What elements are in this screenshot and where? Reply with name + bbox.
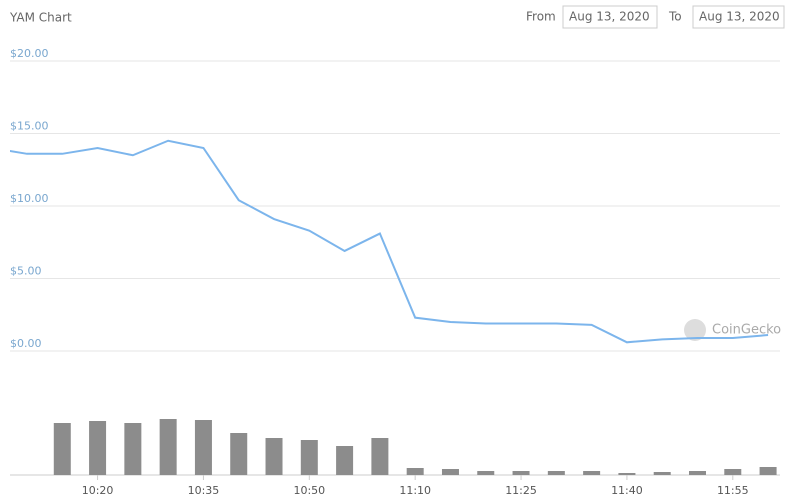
volume-bar: [89, 421, 107, 475]
x-tick-label: 10:20: [82, 484, 114, 497]
x-tick-label: 11:25: [505, 484, 537, 497]
y-tick-label: $5.00: [10, 265, 42, 278]
watermark-logo: [684, 319, 706, 341]
from-input[interactable]: [562, 5, 658, 29]
volume-bar: [336, 446, 354, 475]
price-line: [10, 139, 769, 344]
volume-bar: [689, 471, 706, 475]
y-tick-label: $15.00: [10, 120, 49, 133]
volume-bar: [194, 420, 212, 475]
x-tick-label: 11:55: [717, 484, 749, 497]
volume-bar: [583, 471, 601, 475]
volume-bar: [300, 440, 318, 475]
to-input[interactable]: [692, 5, 785, 29]
volume-bar: [724, 469, 742, 475]
from-label: From: [526, 10, 556, 24]
volume-bar: [653, 472, 671, 475]
from-date: Aug 13, 2020: [569, 10, 650, 24]
chart-title: YAM Chart: [9, 11, 72, 25]
volume-bar: [406, 468, 424, 475]
plot: $0.00 $5.00 $10.00 $15.00 $20.00 10:20 10:35 10…: [10, 47, 780, 497]
volume-bar: [477, 471, 495, 475]
x-tick-label: 10:35: [188, 484, 220, 497]
volume-bar: [265, 438, 283, 475]
volume-bar: [124, 423, 142, 475]
volume-bar: [230, 433, 248, 475]
x-tick-label: 11:10: [399, 484, 431, 497]
y-tick-label: $0.00: [10, 337, 42, 350]
y-tick-label: $10.00: [10, 192, 49, 205]
volume-bar: [618, 473, 636, 475]
x-tick-label: 11:40: [611, 484, 643, 497]
x-tick-label: 10:50: [293, 484, 325, 497]
volume-bar: [759, 467, 777, 475]
watermark: CoinGecko: [712, 323, 781, 338]
volume-bar: [371, 438, 389, 475]
volume-bar: [53, 423, 71, 475]
volume-bar: [159, 419, 177, 475]
to-label: To: [668, 10, 682, 24]
to-date: Aug 13, 2020: [699, 10, 780, 24]
volume-bar: [441, 469, 459, 475]
volume-bar: [512, 471, 530, 475]
y-tick-label: $20.00: [10, 47, 49, 60]
volume-bar: [547, 471, 565, 475]
